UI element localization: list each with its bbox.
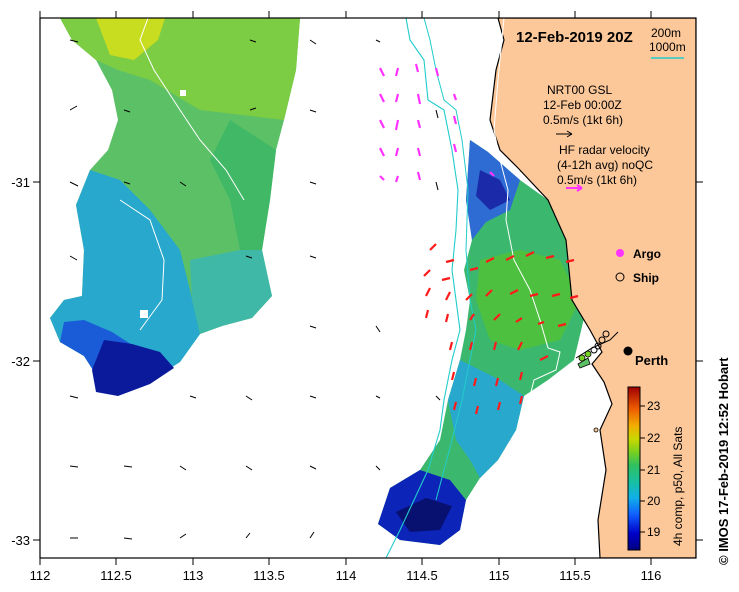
argo-marker-swatch (616, 249, 624, 257)
hf-radar-vectors (423, 243, 579, 415)
contour-200m-line (465, 18, 561, 521)
colorbar-tick: 20 (647, 494, 661, 508)
x-tick-label: 113 (183, 568, 204, 583)
colorbar-tick: 23 (647, 399, 661, 413)
model-velocity-vectors (69, 39, 441, 540)
hf-legend-scale: 0.5m/s (1kt 6h) (557, 173, 637, 187)
axis-ticks (33, 11, 703, 565)
x-tick-label: 114 (336, 568, 357, 583)
hf-legend-line2: (4-12h avg) noQC (557, 158, 653, 172)
contour-1000m-label: 1000m (649, 40, 686, 54)
x-tick-label: 112 (30, 568, 51, 583)
ship-track (578, 330, 610, 362)
ship-label: Ship (633, 271, 659, 285)
sst-patch-west (50, 18, 300, 396)
nrt-legend-line1: NRT00 GSL (547, 83, 612, 97)
y-tick-label: -31 (11, 175, 30, 190)
colorbar: 23 22 21 20 19 4h comp, p50, All Sats (627, 386, 685, 551)
contour-1000m-line (385, 18, 461, 558)
contour-200m-line-west-2 (119, 199, 165, 331)
sst-patch-coastal (378, 140, 586, 545)
x-tick-label: 112.5 (100, 568, 132, 583)
credit-label: © IMOS 17-Feb-2019 12:52 Hobart (716, 357, 731, 565)
contour-200m-line-west (139, 18, 245, 201)
x-tick-label: 116 (641, 568, 662, 583)
symbol-legend: Argo Ship (615, 247, 661, 285)
y-axis-labels: -31 -32 -33 (11, 175, 30, 548)
perth-marker (623, 346, 633, 356)
land-mass (489, 18, 696, 558)
nrt-legend: NRT00 GSL 12-Feb 00:00Z 0.5m/s (1kt 6h) (543, 83, 623, 138)
map-border (39, 17, 697, 559)
colorbar-tick: 19 (647, 525, 661, 539)
y-tick-label: -32 (11, 354, 30, 369)
perth-label: Perth (635, 353, 668, 368)
y-tick-label: -33 (11, 533, 30, 548)
nrt-legend-line2: 12-Feb 00:00Z (543, 98, 622, 112)
colorbar-tick: 21 (647, 463, 661, 477)
argo-label: Argo (633, 247, 661, 261)
x-tick-label: 113.5 (253, 568, 285, 583)
hf-legend-line1: HF radar velocity (559, 143, 650, 157)
island (593, 427, 599, 433)
nrt-legend-scale: 0.5m/s (1kt 6h) (543, 113, 623, 127)
x-tick-label: 115 (489, 568, 510, 583)
colorbar-tick: 22 (647, 431, 661, 445)
magenta-vectors (379, 63, 495, 183)
colorbar-gradient (627, 386, 641, 551)
date-label: 12-Feb-2019 20Z (516, 29, 633, 46)
x-tick-label: 114.5 (406, 568, 438, 583)
swan-river (575, 331, 619, 359)
x-axis-labels: 112 112.5 113 113.5 114 114.5 115 115.5 … (30, 568, 662, 583)
hf-legend: HF radar velocity (4-12h avg) noQC 0.5m/… (557, 143, 653, 192)
contour-200m-label: 200m (651, 26, 681, 40)
ship-marker-swatch (615, 272, 625, 282)
x-tick-label: 115.5 (559, 568, 591, 583)
contour-1000m-line-2 (423, 18, 477, 501)
colorbar-title: 4h comp, p50, All Sats (671, 427, 685, 546)
